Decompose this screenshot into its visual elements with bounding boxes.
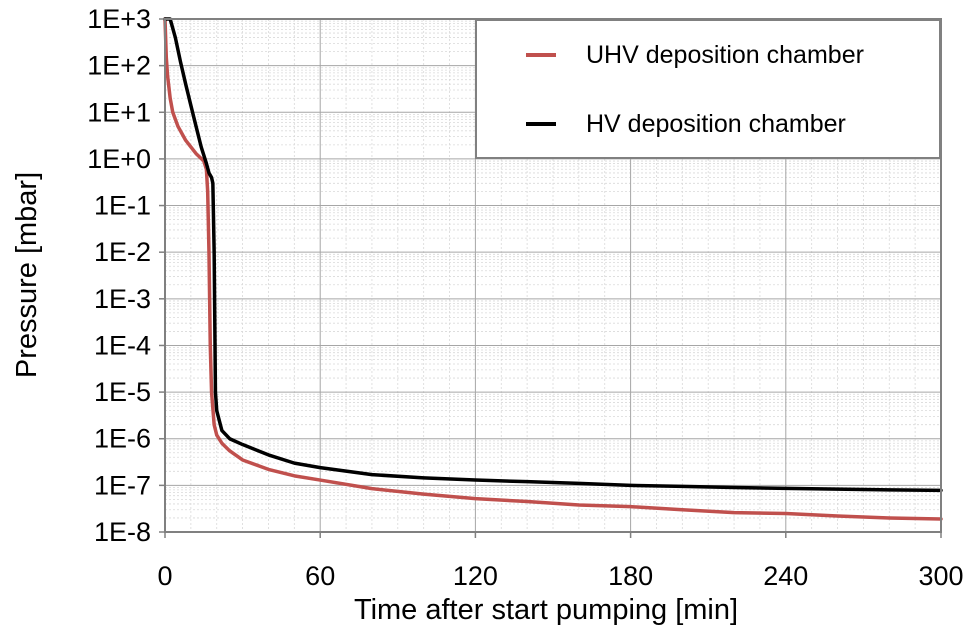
- y-tick-label: 1E-4: [94, 330, 151, 360]
- y-tick-label: 1E-5: [94, 377, 151, 407]
- y-tick-label: 1E+0: [87, 144, 151, 174]
- y-tick-label: 1E+3: [87, 4, 151, 34]
- y-tick-label: 1E-8: [94, 517, 151, 547]
- x-tick-label: 0: [157, 561, 172, 591]
- legend-label-uhv: UHV deposition chamber: [586, 41, 864, 69]
- y-tick-label: 1E-3: [94, 284, 151, 314]
- y-axis-ticks: 1E+3 1E+2 1E+1 1E+0 1E-1 1E-2 1E-3 1E-4 1E-5 1E-6…: [87, 4, 165, 547]
- y-tick-label: 1E-2: [94, 237, 151, 267]
- x-tick-label: 240: [763, 561, 808, 591]
- x-axis-ticks: 0 60 120 180 240 300: [157, 532, 964, 591]
- x-axis-title: Time after start pumping [min]: [354, 594, 738, 626]
- y-tick-label: 1E-6: [94, 424, 151, 454]
- series-line-hv: [163, 17, 943, 493]
- legend-box: [475, 19, 941, 159]
- y-tick-label: 1E-7: [94, 470, 151, 500]
- x-tick-label: 120: [453, 561, 498, 591]
- y-axis-title: Pressure [mbar]: [11, 172, 43, 378]
- legend-label-hv: HV deposition chamber: [586, 110, 846, 138]
- series-layer: [163, 17, 943, 521]
- y-tick-label: 1E-1: [94, 191, 151, 221]
- series-line-uhv: [163, 17, 943, 521]
- y-tick-label: 1E+2: [87, 51, 151, 81]
- x-tick-label: 180: [608, 561, 653, 591]
- legend: UHV deposition chamber HV deposition cha…: [475, 19, 941, 159]
- x-tick-label: 300: [918, 561, 963, 591]
- y-tick-label: 1E+1: [87, 97, 151, 127]
- x-tick-label: 60: [305, 561, 335, 591]
